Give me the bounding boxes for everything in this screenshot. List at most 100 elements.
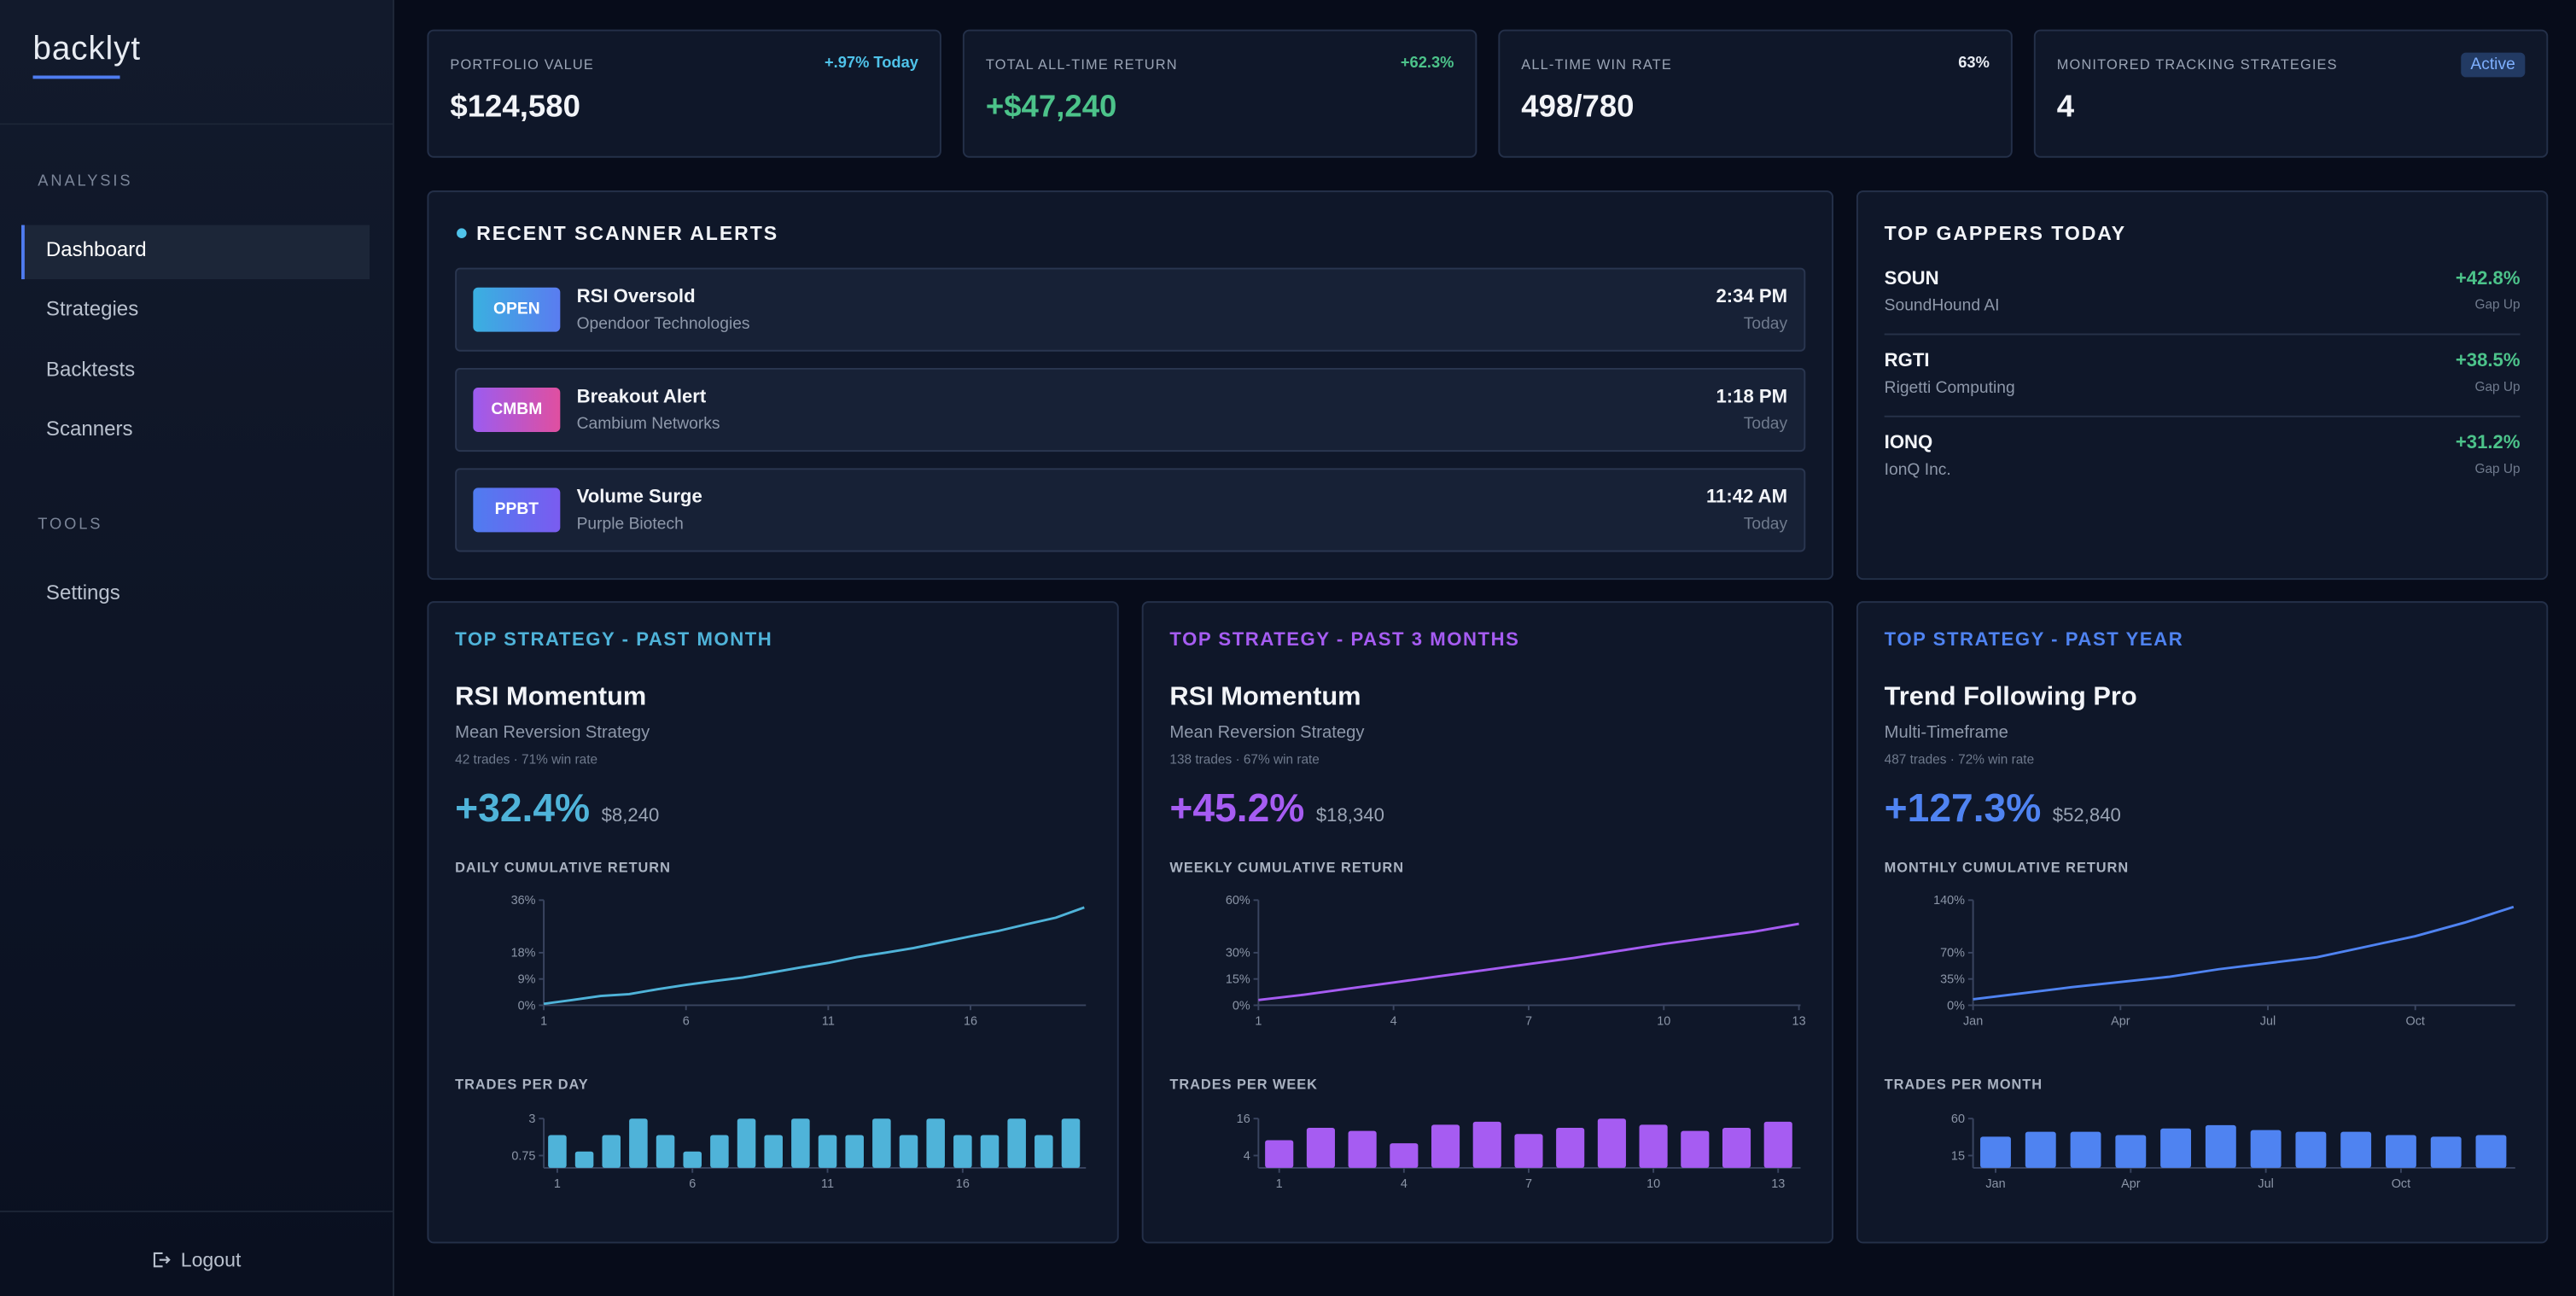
- logout[interactable]: Logout: [151, 1248, 241, 1271]
- bar: [548, 1135, 567, 1168]
- chart: 0% 15% 30% 60% 1 4 7 10 13 4 16 1 4 7 10 13: [1226, 894, 1806, 1191]
- gapper-note: Gap Up: [2474, 297, 2521, 312]
- bar: [2250, 1130, 2282, 1168]
- stat-value: 498/780: [1521, 90, 1635, 126]
- bar: [1556, 1128, 1585, 1168]
- y-tick-label: 15: [1951, 1149, 1965, 1163]
- y-tick-label: 0%: [518, 999, 536, 1013]
- x-tick-label: 16: [964, 1015, 977, 1029]
- x-tick-label: Oct: [2392, 1177, 2410, 1191]
- bar: [2160, 1128, 2192, 1168]
- alert-day: Today: [1743, 415, 1788, 434]
- bar: [2385, 1135, 2416, 1168]
- divider: [0, 123, 393, 126]
- return-row: +32.4% $8,240: [455, 787, 659, 833]
- bar: [1597, 1118, 1626, 1168]
- divider: [0, 1210, 393, 1212]
- bar: [1348, 1130, 1377, 1168]
- bar: [2070, 1131, 2101, 1168]
- nav-item[interactable]: Settings: [45, 581, 120, 605]
- bar: [2430, 1136, 2462, 1168]
- alert-row[interactable]: OPEN RSI Oversold Opendoor Technologies 2:3…: [455, 267, 1806, 352]
- bar: [818, 1135, 837, 1168]
- return-row: +45.2% $18,340: [1169, 787, 1384, 833]
- alert-row[interactable]: PPBT Volume Surge Purple Biotech 11:42 AM To…: [455, 468, 1806, 552]
- bar: [764, 1135, 783, 1168]
- y-tick-label: 36%: [511, 894, 536, 908]
- bar: [2475, 1135, 2507, 1168]
- bar: [1639, 1124, 1668, 1168]
- strategy-return: +127.3%: [1884, 786, 2042, 832]
- bar: [845, 1135, 864, 1168]
- x-tick-label: Jul: [2258, 1177, 2273, 1191]
- strategy-subtitle: Mean Reversion Strategy: [1169, 722, 1365, 743]
- logout-icon: [153, 1252, 171, 1268]
- alert-day: Today: [1743, 516, 1788, 534]
- y-tick-label: 35%: [1940, 972, 1965, 986]
- y-tick-label: 16: [1237, 1112, 1250, 1126]
- chart: 0% 35% 70% 140% Jan Apr Jul Oct 15 60 Jan Apr Jul Oct: [1933, 894, 2515, 1191]
- x-tick-label: 11: [822, 1015, 835, 1029]
- gapper-change: +42.8%: [2455, 269, 2521, 289]
- x-tick-label: 1: [540, 1015, 547, 1029]
- gapper-name: Rigetti Computing: [1884, 379, 2015, 398]
- x-tick-label: 1: [1276, 1177, 1283, 1191]
- strategy-meta: 138 trades · 67% win rate: [1169, 752, 1320, 768]
- nav-item[interactable]: Dashboard: [45, 237, 147, 261]
- logout-label[interactable]: Logout: [180, 1248, 242, 1272]
- strategy-name: RSI Momentum: [455, 683, 647, 712]
- alert-company: Opendoor Technologies: [576, 315, 750, 334]
- nav-item[interactable]: Scanners: [45, 417, 133, 441]
- gapper-change: +31.2%: [2455, 433, 2521, 454]
- gappers-card: TOP GAPPERS TODAY SOUN SoundHound AI +42.8%…: [1856, 190, 2549, 581]
- ticker-badge: PPBT: [473, 487, 561, 533]
- stat-card: ALL-TIME WIN RATE 63% 498/780: [1498, 29, 2013, 158]
- alert-row[interactable]: CMBM Breakout Alert Cambium Networks 1:18 P…: [455, 367, 1806, 452]
- bar: [2205, 1124, 2236, 1168]
- bar: [574, 1151, 594, 1168]
- bar: [926, 1118, 945, 1168]
- strategy-amount: $18,340: [1315, 806, 1384, 826]
- nav-item[interactable]: Strategies: [45, 297, 139, 321]
- strategy-card: TOP STRATEGY - PAST MONTH RSI Momentum Mea…: [427, 601, 1119, 1244]
- strategy-heading: TOP STRATEGY - PAST 3 MONTHS: [1169, 630, 1520, 651]
- stat-value: 4: [2056, 90, 2075, 126]
- gapper-note: Gap Up: [2474, 461, 2521, 476]
- status-dot: [457, 228, 467, 238]
- nav-active: [21, 225, 370, 280]
- x-tick-label: 4: [1401, 1177, 1407, 1191]
- x-tick-label: 1: [1255, 1015, 1262, 1029]
- alert-company: Purple Biotech: [576, 516, 684, 534]
- x-tick-label: Jan: [1963, 1015, 1983, 1029]
- y-tick-label: 0%: [1947, 999, 1965, 1013]
- strategy-card: TOP STRATEGY - PAST 3 MONTHS RSI Momentum…: [1141, 601, 1834, 1244]
- alerts-card: RECENT SCANNER ALERTS OPEN RSI Oversold Ope…: [427, 190, 1834, 581]
- stat-value: +$47,240: [985, 90, 1117, 126]
- bar: [1007, 1118, 1026, 1168]
- x-tick-label: 10: [1646, 1177, 1660, 1191]
- y-tick-label: 60%: [1226, 894, 1250, 908]
- nav-item[interactable]: Backtests: [45, 358, 136, 382]
- strategy-subtitle: Multi-Timeframe: [1884, 722, 2008, 743]
- y-tick-label: 9%: [518, 972, 536, 986]
- stat-label: PORTFOLIO VALUE: [450, 55, 594, 73]
- x-tick-label: 7: [1525, 1015, 1532, 1029]
- bar: [2025, 1131, 2056, 1168]
- line-series: [543, 906, 1085, 1006]
- bar: [953, 1135, 972, 1168]
- y-tick-label: 4: [1244, 1149, 1250, 1163]
- bar: [1390, 1143, 1419, 1168]
- divider: [1884, 333, 2521, 336]
- x-tick-label: 4: [1390, 1015, 1397, 1029]
- chart-title: DAILY CUMULATIVE RETURN: [455, 859, 671, 876]
- stat-badge: +.97% Today: [824, 54, 918, 73]
- stat-badge: Active: [2460, 52, 2526, 78]
- bar: [1980, 1136, 2011, 1168]
- section-title: TOOLS: [38, 516, 103, 534]
- strategy-card: TOP STRATEGY - PAST YEAR Trend Following …: [1856, 601, 2549, 1244]
- gapper-change: +38.5%: [2455, 351, 2521, 371]
- stat-badge: +62.3%: [1400, 54, 1454, 73]
- y-tick-label: 0%: [1233, 999, 1250, 1013]
- gapper-name: IonQ Inc.: [1884, 461, 1951, 480]
